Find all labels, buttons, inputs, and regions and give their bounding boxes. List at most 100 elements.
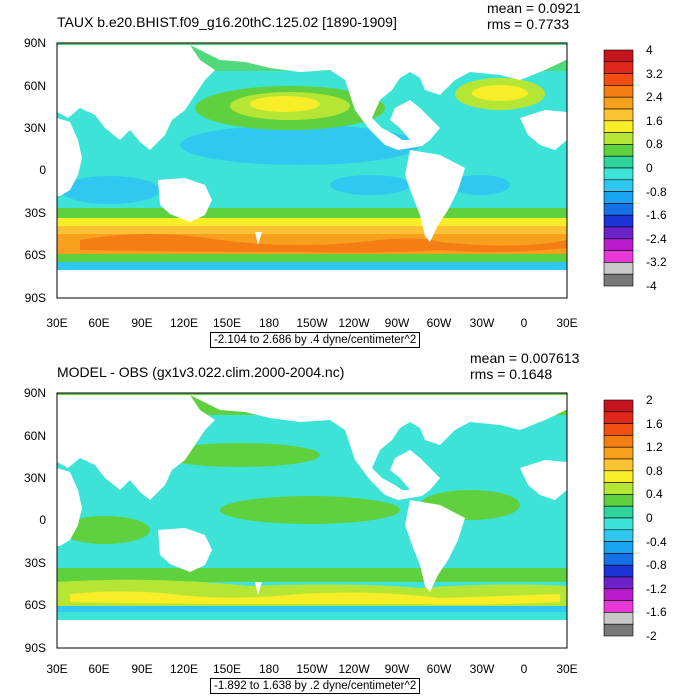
colorbar-tick-label: -0.4 [646,534,667,549]
lon-label: 30E [556,316,578,330]
lon-label: 0 [520,662,528,676]
colorbar-swatch [603,423,634,436]
colorbar-swatch [603,470,634,483]
colorbar-swatch [603,226,634,240]
lon-label: 60W [426,662,452,676]
contour-range-note: -1.892 to 1.638 by .2 dyne/centimeter^2 [210,678,421,694]
tropical-positive-region [220,496,400,524]
africa-east-land [57,118,82,196]
colorbar-swatch [603,96,634,110]
lon-label: 120E [169,316,199,330]
rms-value: rms = 0.7733 [487,16,570,32]
map-frame [56,392,568,649]
colorbar-tick-label: -1.2 [646,581,667,596]
antarctica-land [57,270,567,298]
band-darkorange [80,234,567,253]
lat-label: 0 [39,163,46,177]
band-yellow [57,218,567,226]
colorbar-swatch [603,273,634,287]
band-green-south [57,254,567,262]
lon-label: 90W [384,316,410,330]
map-frame [56,42,568,299]
colorbar-swatch [603,446,634,460]
colorbar-swatch [603,576,634,590]
colorbar-tick-label: 2 [646,393,653,407]
lat-label: 90N [23,386,46,400]
colorbar-swatch [603,49,634,63]
lat-label: 60S [24,598,46,612]
colorbar-swatch [603,399,634,413]
australia-land [158,528,212,572]
colorbar-tick-label: 1.6 [646,113,663,128]
colorbar-tick-label: 2.4 [646,90,663,105]
contour-range-note: -2.104 to 2.686 by .4 dyne/centimeter^2 [210,332,421,348]
lat-label: 90S [24,291,46,305]
south-america-land [405,500,465,592]
top-map-svg [56,42,634,299]
lon-label: 30W [469,316,495,330]
colorbar-tick-label: -2 [646,629,657,643]
colorbar-swatch [603,108,634,122]
colorbar-tick-label: -2.4 [646,231,667,246]
colorbar-swatch [603,85,634,98]
colorbar-swatch [603,179,634,192]
colorbar-swatch [603,214,634,228]
na-westerly-yellow [472,85,528,101]
lat-label: 60S [24,248,46,262]
africa-east-land [57,468,82,546]
colorbar-swatch [603,600,634,613]
atlantic-easterly-core [450,175,510,195]
bottom-map-svg [56,392,634,649]
rms-value: rms = 0.1648 [470,366,553,382]
np-westerly-yellow [250,96,320,112]
lon-label: 180 [258,662,280,676]
pacific-easterly-core [180,125,420,165]
lat-label: 90S [24,641,46,655]
colorbar-tick-label: -1.6 [646,605,667,620]
mean-value: mean = 0.007613 [470,350,580,366]
lon-label: 90W [384,662,410,676]
colorbar-tick-label: 0.8 [646,463,663,478]
lon-label: 30E [556,662,578,676]
australia-land [158,178,212,222]
lat-label: 30S [24,556,46,570]
colorbar-swatch [603,411,634,424]
colorbar-swatch [603,564,634,578]
lat-label: 60N [23,429,46,443]
colorbar-swatch [603,144,634,157]
colorbar-swatch [603,494,634,507]
colorbar-swatch [603,612,634,625]
colorbar-swatch [603,191,634,204]
africa-west-land [520,460,567,500]
north-america-eurasia-land [190,395,567,500]
lon-label: 60E [88,662,110,676]
lon-label: 60W [426,316,452,330]
colorbar-tick-label: -0.8 [646,184,667,199]
band-gold [57,226,567,234]
colorbar-tick-label: 3.2 [646,66,663,81]
mean-value: mean = 0.0921 [487,0,581,16]
colorbar-tick-label: -3.2 [646,255,667,270]
south-america-land [405,150,465,242]
south-pacific-core [330,175,410,195]
lon-label: 90E [131,316,153,330]
lon-label: 30E [46,662,68,676]
colorbar-tick-label: 0.4 [646,487,663,502]
colorbar-swatch [603,529,634,542]
lon-label: 150E [212,662,242,676]
africa-west-land [520,110,567,150]
lon-label: 120E [169,662,199,676]
band-blue-south [57,262,567,270]
bottom-map-panel: MODEL - OBS (gx1v3.022.clim.2000-2004.nc… [0,350,700,700]
bottom-colorbar [603,399,634,637]
colorbar-swatch [603,132,634,145]
colorbar-tick-label: 0 [646,161,653,175]
lat-label: 30N [23,471,46,485]
southern-blue-band [57,606,567,612]
lon-label: 0 [520,316,528,330]
asia-land [57,45,215,150]
lon-label: 30E [46,316,68,330]
asia-land [57,395,215,500]
colorbar-swatch [603,553,634,566]
top-map-panel: TAUX b.e20.BHIST.f09_g16.20thC.125.02 [1… [24,0,667,348]
